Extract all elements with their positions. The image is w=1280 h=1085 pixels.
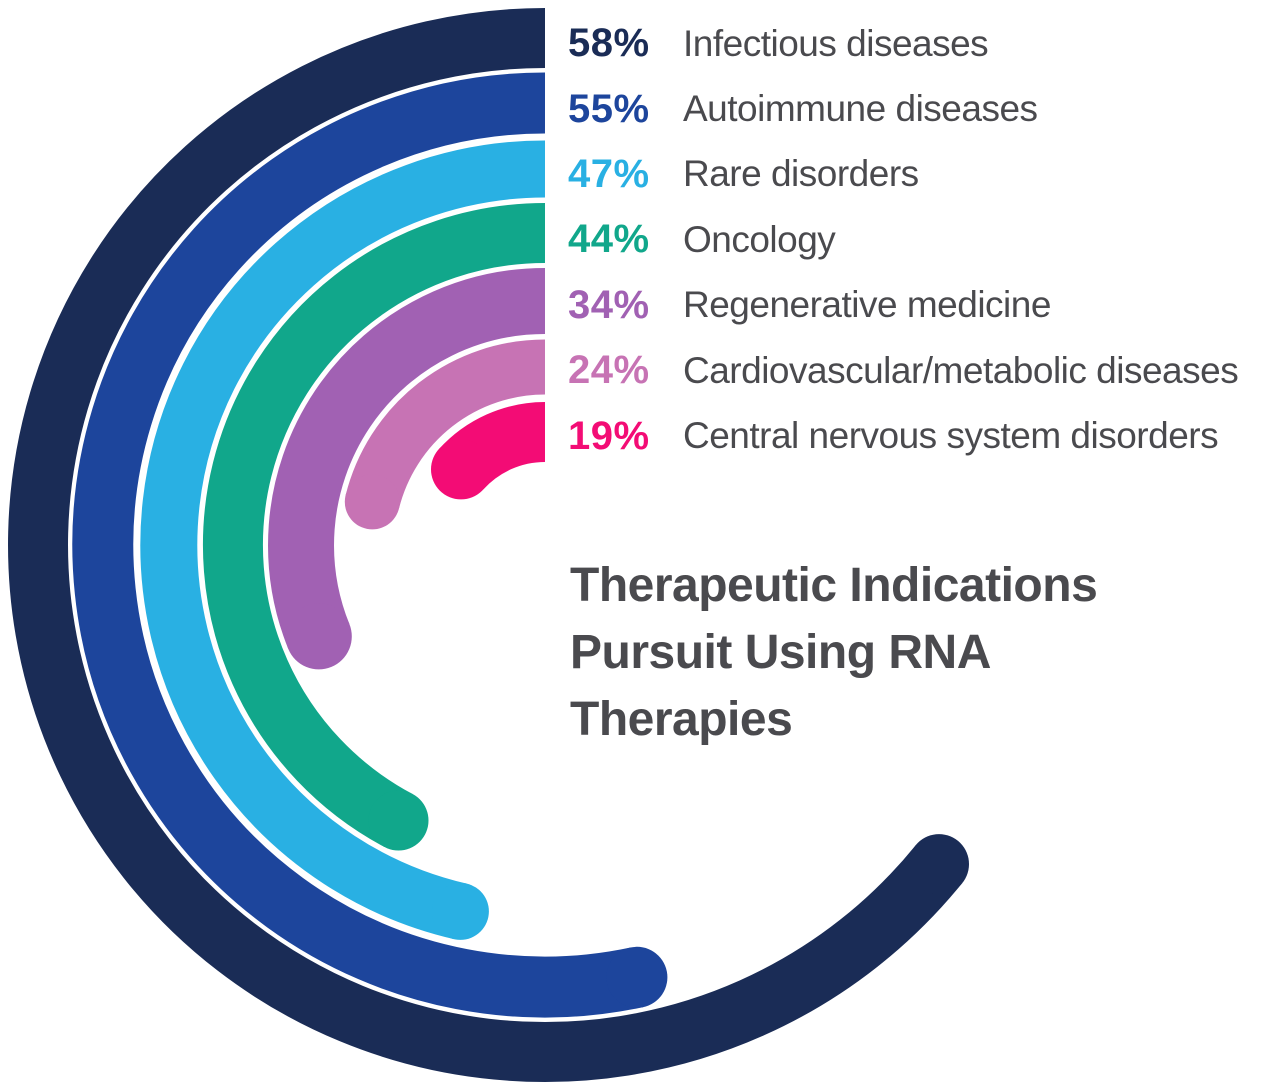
legend-value: 47% — [568, 151, 650, 196]
arc-endcap-cardiovascular-metabolic-diseases — [344, 474, 400, 530]
legend-value: 24% — [568, 348, 650, 393]
arc-infectious-diseases — [8, 8, 963, 1082]
legend-item-oncology: 44% Oncology — [568, 207, 1238, 272]
legend-item-rare-disorders: 47% Rare disorders — [568, 142, 1238, 207]
arc-regenerative-medicine — [268, 268, 546, 649]
legend-label: Cardiovascular/metabolic diseases — [683, 349, 1239, 391]
chart-title: Therapeutic Indications Pursuit Using RN… — [570, 559, 1098, 746]
legend-value: 44% — [568, 217, 650, 262]
legend-item-cardiovascular-metabolic-diseases: 24% Cardiovascular/metabolic diseases — [568, 338, 1239, 403]
legend-value: 55% — [568, 86, 650, 131]
arc-endcap-infectious-diseases — [909, 834, 969, 895]
arc-cardiovascular-metabolic-diseases — [345, 339, 546, 510]
legend-label: Regenerative medicine — [683, 284, 1051, 326]
legend-label: Autoimmune diseases — [683, 88, 1038, 130]
legend-label: Rare disorders — [683, 153, 919, 195]
arc-endcap-central-nervous-system-disorders — [431, 439, 491, 500]
arc-oncology — [202, 203, 546, 847]
legend-label: Infectious diseases — [683, 22, 989, 64]
legend-value: 34% — [568, 282, 650, 327]
arc-endcap-rare-disorders — [431, 882, 489, 940]
legend-value: 58% — [568, 21, 650, 66]
arc-endcap-regenerative-medicine — [285, 603, 352, 670]
arc-rare-disorders — [140, 140, 546, 940]
legend-item-central-nervous-system-disorders: 19% Central nervous system disorders — [568, 403, 1238, 468]
legend-label: Oncology — [683, 218, 836, 260]
legend: 58% Infectious diseases 55% Autoimmune dise… — [568, 11, 1239, 469]
legend-item-infectious-diseases: 58% Infectious diseases — [568, 11, 1238, 76]
legend-label: Central nervous system disorders — [683, 415, 1219, 457]
arc-endcap-autoimmune-diseases — [606, 946, 668, 1008]
arc-autoimmune-diseases — [72, 72, 644, 1018]
arc-endcap-oncology — [368, 790, 429, 851]
legend-item-autoimmune-diseases: 55% Autoimmune diseases — [568, 76, 1238, 141]
legend-item-regenerative-medicine: 34% Regenerative medicine — [568, 273, 1238, 338]
legend-value: 19% — [568, 413, 650, 458]
